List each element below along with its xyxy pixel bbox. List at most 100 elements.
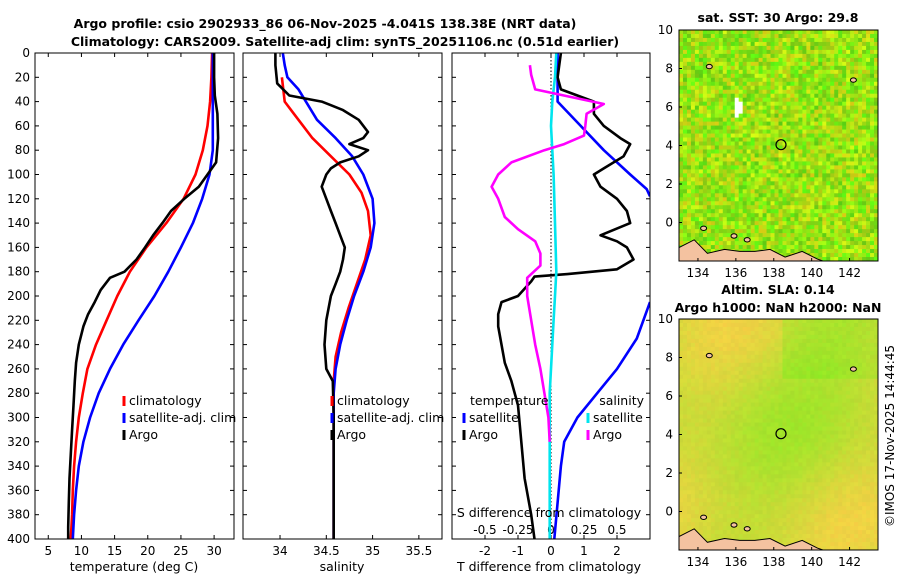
map-cell [802,117,807,122]
map-cell [710,177,716,182]
map-cell [686,65,692,71]
map-cell [750,73,756,79]
map-cell [830,37,835,43]
map-cell [826,454,831,459]
map-cell [874,346,878,352]
map-cell [682,173,688,178]
map-cell [834,109,839,115]
map-cell [690,185,696,190]
map-cell [679,213,684,218]
map-cell [682,129,688,134]
map-cell [830,454,835,459]
map-cell [866,77,871,83]
map-cell [730,30,736,35]
map-cell [682,205,688,210]
map-cell [794,394,799,400]
map-cell [818,338,823,344]
map-cell [694,105,700,111]
map-cell [762,125,767,130]
map-cell [718,350,724,356]
map-cell [782,97,787,103]
map-cell [822,319,827,324]
map-cell [798,233,803,238]
map-cell [766,113,771,119]
map-cell [814,358,819,364]
map-cell [686,414,692,419]
map-cell [682,390,688,396]
map-cell [722,330,728,336]
map-cell [694,49,700,55]
map-cell [862,117,867,122]
map-cell [842,153,847,158]
map-cell [722,165,728,170]
map-cell [682,101,688,107]
map-cell [758,233,763,238]
map-cell [766,221,771,226]
map-cell [774,225,779,230]
map-cell [782,221,787,226]
map-cell [726,77,732,83]
map-cell [822,342,827,348]
map-cell [718,402,724,408]
map-cell [826,157,831,162]
map-cell [746,133,752,138]
map-cell [838,145,843,150]
map-cell [734,181,740,186]
map-cell [790,378,795,384]
map-cell [770,41,775,47]
map-cell [866,173,871,178]
map-cell [830,145,835,150]
map-cell [750,37,756,43]
map-cell [874,101,878,107]
map-cell [679,149,684,154]
map-cell [682,438,688,443]
map-cell [822,426,827,431]
map-cell [786,141,791,146]
map-cell [686,350,692,356]
map-cell [742,398,748,404]
map-cell [778,354,783,360]
map-cell [874,109,878,115]
map-cell [810,153,815,158]
map-cell [679,30,684,35]
map-cell [870,37,875,43]
map-cell [866,334,871,340]
map-cell [698,334,704,340]
map-cell [810,458,815,463]
map-cell [854,350,859,356]
map-cell [710,161,716,166]
map-cell [858,85,863,91]
map-cell [858,386,863,392]
map-cell [698,438,704,443]
map-cell [766,350,771,356]
map-cell [690,193,696,198]
map-cell [746,390,752,396]
difference-salinity-legend-label: Argo [593,427,622,442]
map-cell [818,241,823,246]
map-cell [782,334,787,340]
map-cell [750,346,756,352]
map-cell [722,362,728,368]
map-cell [694,233,700,238]
map-cell [758,185,763,190]
map-cell [686,446,692,451]
map-cell [790,137,795,142]
salinity-legend-label: climatology [337,393,410,408]
map-cell [790,117,795,122]
difference-xtick-label: 2 [613,544,621,558]
map-cell [690,426,696,431]
map-cell [726,450,732,455]
map-cell [766,189,771,194]
map-cell [774,197,779,202]
map-cell [814,217,819,222]
map-cell [822,450,827,455]
map-cell [854,326,859,332]
map-cell [810,382,815,388]
map-cell [846,253,851,258]
temperature-ytick-label: 220 [7,313,30,327]
map-cell [734,73,740,79]
map-cell [679,121,684,126]
map-cell [758,374,763,380]
